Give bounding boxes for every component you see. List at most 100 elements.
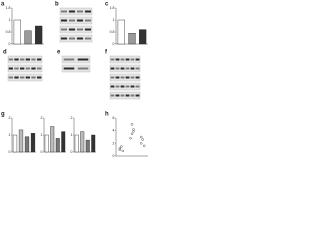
blot-strip [59,16,93,25]
y-tick-label: 1 [113,18,115,22]
band [20,58,25,61]
point [130,132,134,136]
bar [128,33,136,45]
panel-label: a [1,2,5,8]
blot-strip [59,34,93,43]
band [25,58,30,61]
band [125,58,130,61]
bar [13,19,21,45]
y-tick-label: 0 [113,154,115,158]
band [115,94,120,97]
bar [44,134,49,153]
band [31,67,36,70]
band [84,10,92,13]
band [110,67,115,70]
panel-label: d [3,50,7,56]
band [125,94,130,97]
band [115,85,120,88]
band [120,58,125,61]
band [130,67,135,70]
y-tick-label: 2 [113,141,115,145]
blot-strip [61,64,91,73]
band [110,85,115,88]
y-tick-label: 0 [9,42,11,46]
band [110,94,115,97]
panel-label: h [105,112,109,118]
y-tick-label: 0.5 [110,30,115,34]
point [141,138,144,141]
bar [139,29,147,45]
y-tick-label: 0 [9,150,11,154]
bar [24,30,32,45]
y-tick-label: 1 [71,133,73,137]
blot-strip [59,25,93,34]
band [120,85,125,88]
band [25,76,30,79]
band [76,37,84,40]
band [37,58,42,61]
band [8,67,13,70]
panel-label: b [55,2,59,8]
y-tick-label: 1.5 [6,6,11,10]
blot-strip [59,7,93,16]
band [60,19,68,22]
band [115,58,120,61]
band [63,58,75,61]
y-tick-label: 6 [113,116,115,120]
band [76,19,84,22]
blot-strip [61,55,91,64]
band [60,10,68,13]
bar [55,138,60,153]
panel-label: c [105,2,109,8]
y-tick-label: 1 [9,18,11,22]
panel-label: f [105,50,108,56]
band [130,58,135,61]
y-tick-label: 1 [9,133,11,137]
band [68,37,76,40]
band [31,76,36,79]
band [60,37,68,40]
band [20,76,25,79]
blot-strip [7,55,43,64]
bar [12,134,18,153]
band [135,58,140,61]
band [130,76,135,79]
band [60,28,68,31]
band [84,37,92,40]
band [130,94,135,97]
band [125,85,130,88]
band [115,76,120,79]
band [84,28,92,31]
point [120,145,123,148]
band [135,76,140,79]
point [142,144,146,148]
bar [85,139,90,153]
band [135,85,140,88]
band [63,67,75,70]
point [130,123,134,126]
band [68,10,76,13]
band [68,28,76,31]
band [135,67,140,70]
bar [74,134,79,153]
band [14,76,19,79]
y-tick-label: 2 [9,116,11,120]
bar [30,133,36,153]
y-tick-label: 2 [41,116,43,120]
blot-strip [109,64,141,73]
band [77,67,89,70]
blot-strip [109,55,141,64]
bar [18,129,24,153]
blot-strip [7,73,43,82]
band [14,67,19,70]
bar [61,131,66,153]
bar [50,126,55,153]
band [125,76,130,79]
band [8,58,13,61]
bar [117,19,125,45]
y-tick-label: 0 [41,150,43,154]
band [120,76,125,79]
panel-label: e [57,50,61,56]
band [31,58,36,61]
